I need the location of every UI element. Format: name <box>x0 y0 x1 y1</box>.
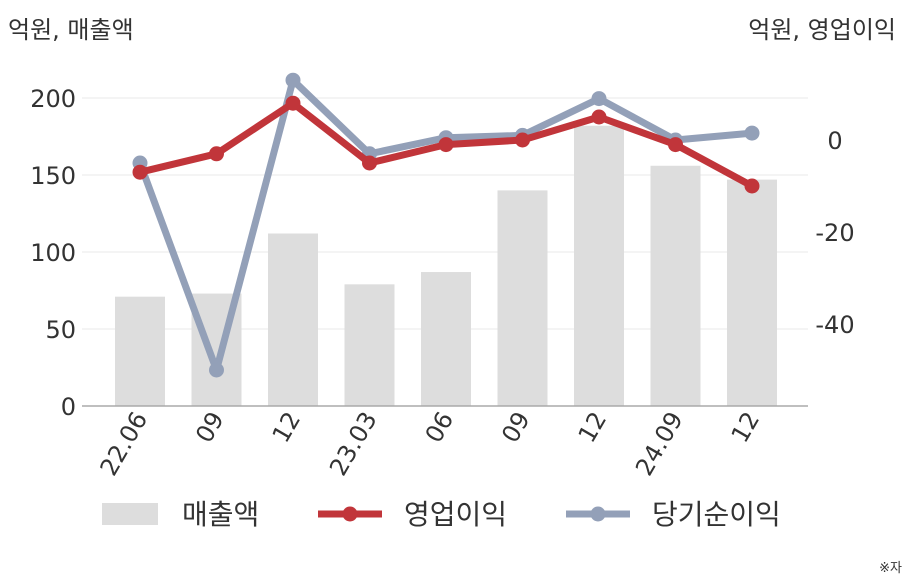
right-tick-label: 0 <box>827 127 842 155</box>
data-point <box>209 362 224 378</box>
x-tick-label: 12 <box>573 407 613 447</box>
left-tick-label: 100 <box>30 239 76 267</box>
x-tick-label: 06 <box>420 407 460 447</box>
legend-label: 매출액 <box>182 498 259 531</box>
data-point <box>209 146 224 162</box>
bar-layer <box>115 125 777 406</box>
data-point <box>591 91 607 107</box>
data-point <box>438 137 454 153</box>
bar-mark <box>268 233 318 406</box>
x-tick-label: 09 <box>190 407 230 447</box>
left-tick-label: 200 <box>30 85 76 113</box>
right-tick-label: -40 <box>815 311 854 339</box>
x-tick-label: 12 <box>267 407 307 447</box>
data-point <box>285 95 301 111</box>
left-tick-label: 150 <box>30 162 76 190</box>
data-point <box>744 178 760 194</box>
axis-layer: 0 50 100 150 200 0 -20 -40 <box>30 85 854 421</box>
right-tick-label: -20 <box>815 219 854 247</box>
bar-mark <box>497 190 548 406</box>
label-layer: 22.06 09 12 23.03 06 09 12 24.09 12 <box>95 407 766 481</box>
data-point <box>362 155 377 171</box>
data-point <box>668 137 683 153</box>
x-tick-label: 24.09 <box>630 407 689 481</box>
legend-label: 영업이익 <box>404 498 507 531</box>
x-tick-label: 22.06 <box>95 407 154 481</box>
right-axis-label: 억원, 영업이익 <box>748 16 896 44</box>
legend-label: 당기순이익 <box>652 498 781 531</box>
data-point <box>591 109 607 125</box>
bar-mark <box>344 284 395 406</box>
data-point <box>285 72 301 88</box>
legend-item: 매출액 <box>102 498 259 531</box>
left-tick-label: 0 <box>61 393 76 421</box>
bar-mark <box>574 125 624 406</box>
left-axis-label: 억원, 매출액 <box>8 16 134 44</box>
legend-swatch <box>102 503 158 525</box>
data-point <box>132 164 148 180</box>
legend-layer: 매출액 영업이익 당기순이익 <box>102 498 781 531</box>
legend-item: 당기순이익 <box>566 498 781 531</box>
line-layer <box>132 72 760 378</box>
left-tick-label: 50 <box>45 316 76 344</box>
x-tick-label: 09 <box>496 407 536 447</box>
data-point <box>515 132 530 148</box>
bar-mark <box>115 296 165 406</box>
bar-mark <box>650 165 701 406</box>
bar-mark <box>421 272 471 406</box>
legend-marker <box>342 506 358 522</box>
data-point <box>744 125 760 141</box>
legend-item: 영업이익 <box>318 498 507 531</box>
x-tick-label: 23.03 <box>324 407 383 481</box>
source-note: ※자 <box>879 561 902 576</box>
legend-marker <box>590 506 606 522</box>
bar-mark <box>727 179 777 406</box>
x-tick-label: 12 <box>726 407 766 447</box>
